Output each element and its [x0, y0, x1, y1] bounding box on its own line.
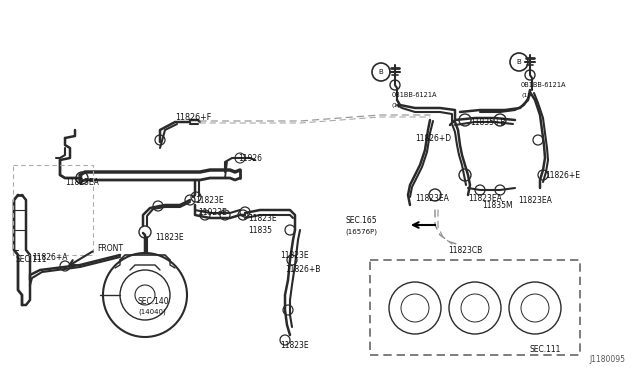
Text: 11823E: 11823E — [280, 340, 308, 350]
Text: FRONT: FRONT — [97, 244, 123, 253]
Bar — [370, 260, 580, 355]
Text: 11835: 11835 — [248, 225, 272, 234]
Text: 11826+A: 11826+A — [32, 253, 67, 263]
Text: 11823EA: 11823EA — [415, 193, 449, 202]
Text: 11823EA: 11823EA — [518, 196, 552, 205]
Text: 11823EA: 11823EA — [65, 177, 99, 186]
Text: 11823E: 11823E — [280, 250, 308, 260]
Text: (1): (1) — [521, 93, 530, 97]
Text: 11835+B: 11835+B — [470, 118, 506, 126]
Text: 11926: 11926 — [238, 154, 262, 163]
Text: SEC.140: SEC.140 — [138, 298, 170, 307]
Text: 11823CB: 11823CB — [448, 246, 483, 254]
Text: 11826+B: 11826+B — [285, 266, 321, 275]
Text: SEC.165: SEC.165 — [345, 215, 376, 224]
Text: J1180095: J1180095 — [589, 356, 625, 365]
Text: 11835M: 11835M — [482, 201, 513, 209]
Text: 0B1BB-6121A: 0B1BB-6121A — [521, 82, 566, 88]
Text: 11826+E: 11826+E — [545, 170, 580, 180]
Text: (16576P): (16576P) — [345, 229, 377, 235]
Text: 0B1BB-6121A: 0B1BB-6121A — [392, 92, 438, 98]
Text: 11826+F: 11826+F — [175, 112, 211, 122]
Text: 11823E: 11823E — [248, 214, 276, 222]
Text: (1): (1) — [392, 103, 401, 108]
Text: SEC.111: SEC.111 — [15, 256, 46, 264]
Bar — [13, 165, 93, 255]
Text: 11823E: 11823E — [195, 196, 223, 205]
Text: 11823EA: 11823EA — [468, 193, 502, 202]
Text: 11923E: 11923E — [198, 208, 227, 217]
Text: SEC.111: SEC.111 — [530, 346, 561, 355]
Text: 11823E: 11823E — [155, 232, 184, 241]
Text: (14040): (14040) — [138, 309, 166, 315]
Text: B: B — [516, 59, 522, 65]
Text: 11826+D: 11826+D — [415, 134, 451, 142]
Text: B: B — [379, 69, 383, 75]
